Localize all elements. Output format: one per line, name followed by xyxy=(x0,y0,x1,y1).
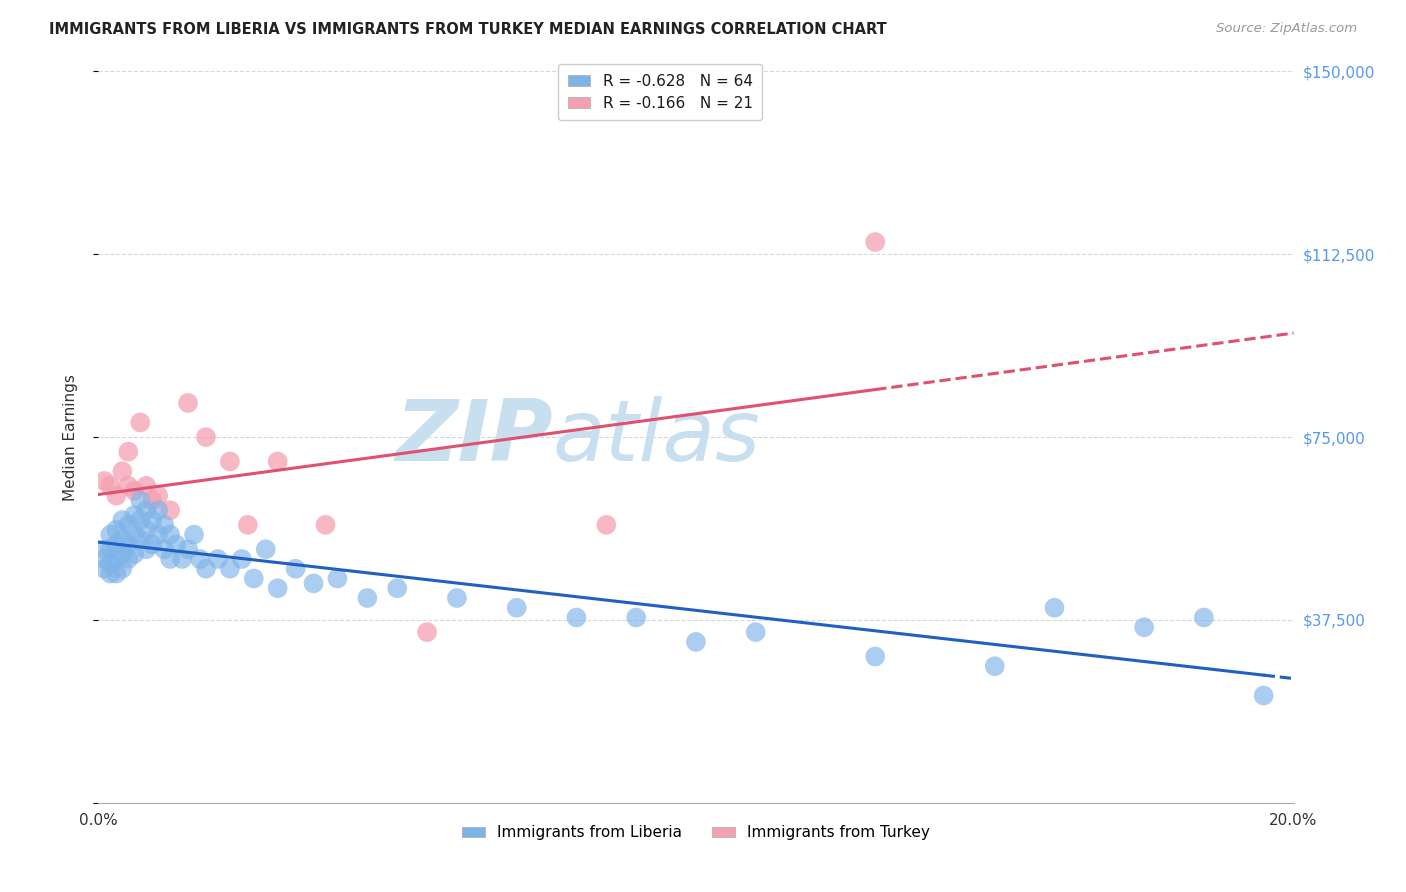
Point xyxy=(565,610,588,624)
Point xyxy=(135,479,157,493)
Point xyxy=(267,454,290,468)
Point xyxy=(385,581,409,595)
Point xyxy=(236,517,259,532)
Point xyxy=(1192,610,1215,624)
Point xyxy=(159,527,181,541)
Point xyxy=(219,562,242,576)
Point xyxy=(93,542,115,557)
Point xyxy=(135,523,157,537)
Point xyxy=(135,503,157,517)
Point xyxy=(302,576,325,591)
Point xyxy=(506,600,529,615)
Point xyxy=(159,552,181,566)
Point xyxy=(745,625,768,640)
Text: IMMIGRANTS FROM LIBERIA VS IMMIGRANTS FROM TURKEY MEDIAN EARNINGS CORRELATION CH: IMMIGRANTS FROM LIBERIA VS IMMIGRANTS FR… xyxy=(49,22,887,37)
Point xyxy=(446,591,468,605)
Point xyxy=(93,562,115,576)
Point xyxy=(177,396,200,410)
Point xyxy=(865,649,887,664)
Point xyxy=(416,625,439,640)
Text: atlas: atlas xyxy=(553,395,761,479)
Point xyxy=(93,552,115,566)
Point xyxy=(111,533,134,547)
Point xyxy=(111,562,134,576)
Point xyxy=(267,581,290,595)
Point xyxy=(98,542,122,557)
Point xyxy=(124,527,146,541)
Point xyxy=(117,552,139,566)
Point xyxy=(117,517,139,532)
Point xyxy=(284,562,307,576)
Y-axis label: Median Earnings: Median Earnings xyxy=(63,374,77,500)
Point xyxy=(124,508,146,522)
Point xyxy=(231,552,253,566)
Point xyxy=(141,493,163,508)
Point xyxy=(165,537,187,551)
Point xyxy=(172,552,194,566)
Point xyxy=(98,566,122,581)
Point xyxy=(129,416,152,430)
Point xyxy=(111,513,134,527)
Point xyxy=(111,547,134,561)
Point xyxy=(93,474,115,488)
Point xyxy=(129,493,152,508)
Point xyxy=(135,542,157,557)
Point xyxy=(865,235,887,249)
Point xyxy=(124,547,146,561)
Point xyxy=(98,527,122,541)
Point xyxy=(148,489,170,503)
Point xyxy=(148,527,170,541)
Point xyxy=(1253,689,1275,703)
Point xyxy=(129,513,152,527)
Point xyxy=(124,483,146,498)
Point xyxy=(105,537,128,551)
Point xyxy=(148,503,170,517)
Point xyxy=(105,523,128,537)
Point xyxy=(254,542,277,557)
Point xyxy=(111,464,134,478)
Point xyxy=(105,566,128,581)
Point xyxy=(98,557,122,571)
Point xyxy=(219,454,242,468)
Point xyxy=(153,542,176,557)
Point xyxy=(183,527,205,541)
Point xyxy=(153,517,176,532)
Text: Source: ZipAtlas.com: Source: ZipAtlas.com xyxy=(1216,22,1357,36)
Point xyxy=(129,533,152,547)
Point xyxy=(117,537,139,551)
Point xyxy=(117,479,139,493)
Point xyxy=(177,542,200,557)
Point xyxy=(595,517,617,532)
Point xyxy=(315,517,337,532)
Point xyxy=(356,591,378,605)
Point xyxy=(326,572,349,586)
Legend: Immigrants from Liberia, Immigrants from Turkey: Immigrants from Liberia, Immigrants from… xyxy=(456,819,936,847)
Point xyxy=(685,635,707,649)
Point xyxy=(98,479,122,493)
Point xyxy=(1043,600,1066,615)
Point xyxy=(141,513,163,527)
Point xyxy=(243,572,266,586)
Point xyxy=(626,610,648,624)
Point xyxy=(105,552,128,566)
Point xyxy=(1133,620,1156,634)
Point xyxy=(207,552,229,566)
Point xyxy=(117,444,139,458)
Text: ZIP: ZIP xyxy=(395,395,553,479)
Point xyxy=(195,430,218,444)
Point xyxy=(984,659,1007,673)
Point xyxy=(141,537,163,551)
Point xyxy=(105,489,128,503)
Point xyxy=(188,552,211,566)
Point xyxy=(159,503,181,517)
Point xyxy=(195,562,218,576)
